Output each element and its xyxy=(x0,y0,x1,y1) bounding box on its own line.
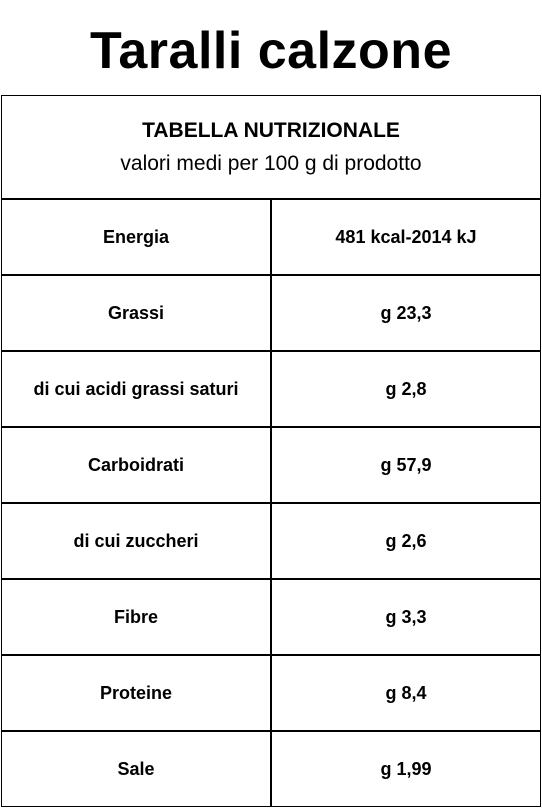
table-row-grassi-saturi: di cui acidi grassi saturi g 2,8 xyxy=(2,352,540,428)
nutrient-name: Sale xyxy=(2,732,272,806)
nutrient-value: g 23,3 xyxy=(380,303,432,323)
nutrient-name: Carboidrati xyxy=(2,428,272,502)
nutrient-name: Proteine xyxy=(2,656,272,730)
nutrition-table: TABELLA NUTRIZIONALE valori medi per 100… xyxy=(1,95,541,807)
nutrient-value: g 8,4 xyxy=(385,683,427,703)
table-header: TABELLA NUTRIZIONALE valori medi per 100… xyxy=(2,96,540,200)
nutrient-value: g 2,6 xyxy=(385,531,427,551)
nutrient-value: 481 kcal-2014 kJ xyxy=(335,227,477,247)
nutrient-name: di cui zuccheri xyxy=(2,504,272,578)
table-row-energia: Energia 481 kcal-2014 kJ xyxy=(2,200,540,276)
table-header-subtitle: valori medi per 100 g di prodotto xyxy=(120,152,422,175)
table-row-fibre: Fibre g 3,3 xyxy=(2,580,540,656)
product-title: Taralli calzone xyxy=(89,22,452,80)
nutrient-value: g 3,3 xyxy=(385,607,427,627)
table-row-proteine: Proteine g 8,4 xyxy=(2,656,540,732)
nutrient-value: g 1,99 xyxy=(380,759,432,779)
table-header-title: TABELLA NUTRIZIONALE xyxy=(142,119,400,142)
nutrient-value: g 2,8 xyxy=(385,379,427,399)
nutrient-name: Grassi xyxy=(2,276,272,350)
table-row-zuccheri: di cui zuccheri g 2,6 xyxy=(2,504,540,580)
nutrient-name: di cui acidi grassi saturi xyxy=(2,352,272,426)
table-row-grassi: Grassi g 23,3 xyxy=(2,276,540,352)
nutrient-value: g 57,9 xyxy=(380,455,432,475)
nutrient-name: Fibre xyxy=(2,580,272,654)
table-row-carboidrati: Carboidrati g 57,9 xyxy=(2,428,540,504)
table-row-sale: Sale g 1,99 xyxy=(2,732,540,808)
nutrient-name: Energia xyxy=(2,200,272,274)
